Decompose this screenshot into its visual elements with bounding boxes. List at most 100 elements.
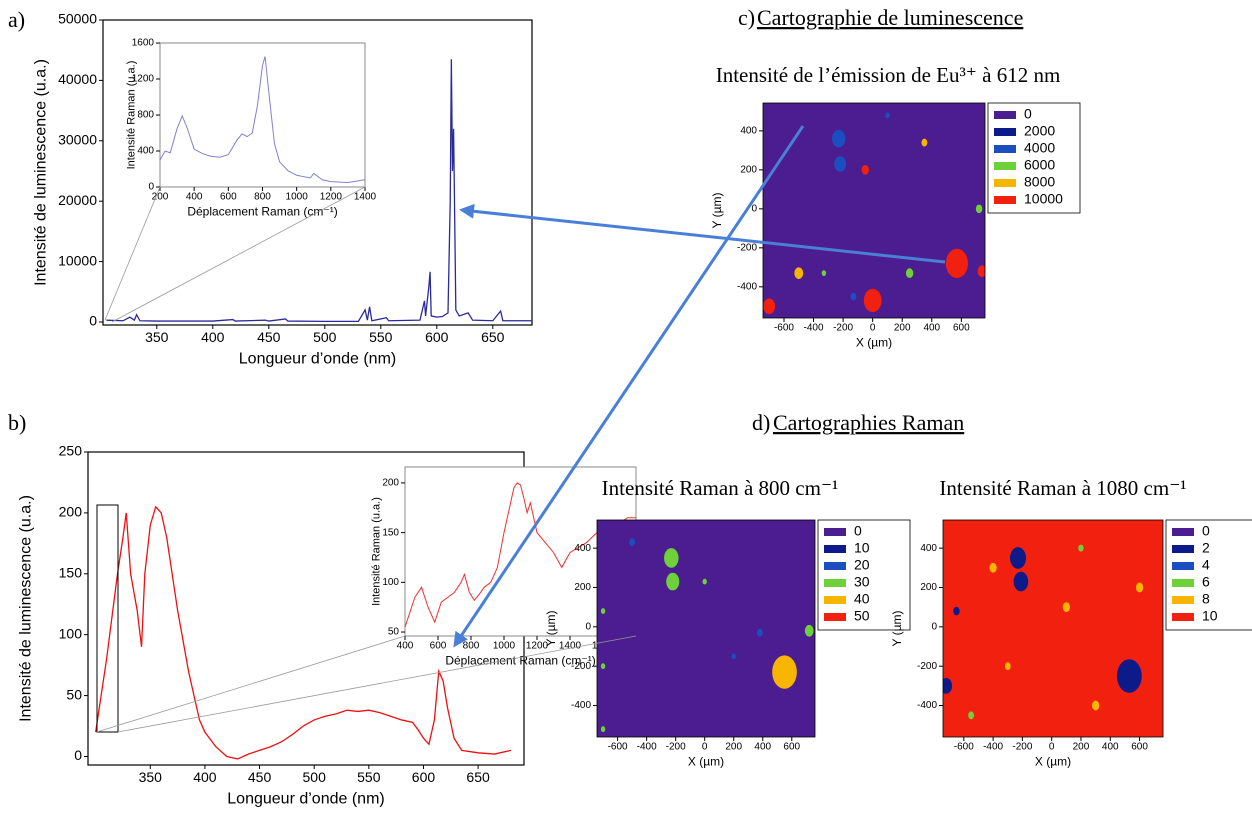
x-tick-label: 500 [313, 329, 337, 345]
map-spot [905, 268, 914, 279]
y-tick-label: 150 [382, 527, 399, 538]
map-spot [943, 677, 953, 694]
legend-swatch [824, 528, 846, 536]
map-spot [968, 711, 975, 720]
x-tick-label: -600 [608, 742, 628, 753]
map-spot [629, 538, 636, 547]
y-tick-label: 200 [920, 582, 937, 593]
legend-label: 10 [1202, 608, 1218, 624]
map-spot [989, 562, 997, 573]
x-tick-label: 400 [754, 742, 771, 753]
legend-swatch [824, 562, 846, 570]
map-title: Intensité de l’émission de Eu³⁺ à 612 nm [716, 63, 1061, 87]
y-tick-label: -400 [917, 700, 937, 711]
legend-swatch [1172, 579, 1194, 587]
legend-swatch [1172, 545, 1194, 553]
map-frame [762, 102, 986, 319]
map-spot [1013, 571, 1029, 592]
y-axis-label: Y (µm) [890, 610, 904, 646]
x-tick-label: 350 [145, 329, 169, 345]
x-tick-label: 0 [702, 742, 708, 753]
y-tick-label: 30000 [58, 131, 97, 147]
map-spot [834, 156, 847, 172]
map [597, 520, 815, 737]
y-tick-label: 150 [59, 564, 83, 580]
map-spot [921, 138, 928, 147]
map-spot [666, 572, 680, 591]
x-tick-label: 400 [186, 192, 203, 203]
legend-label: 30 [854, 574, 870, 590]
x-tick-label: 450 [248, 769, 272, 785]
y-tick-label: 200 [740, 164, 757, 175]
x-tick-label: 1000 [493, 641, 516, 652]
y-tick-label: 400 [574, 543, 591, 554]
legend-box [1165, 519, 1252, 631]
map-title: Intensité Raman à 800 cm⁻¹ [602, 476, 839, 500]
legend-swatch [824, 579, 846, 587]
y-tick-label: 10000 [58, 252, 97, 268]
connectors [96, 125, 946, 733]
x-tick-label: 600 [1131, 742, 1148, 753]
panel-label: a) [8, 7, 25, 32]
legend-label: 50 [854, 608, 870, 624]
legend-swatch [994, 111, 1016, 119]
legend-label: 4 [1202, 557, 1210, 573]
x-tick-label: 200 [1073, 742, 1090, 753]
map-spot [1135, 582, 1144, 593]
x-tick-label: -400 [637, 742, 657, 753]
map-spot [850, 292, 857, 301]
y-tick-label: 0 [89, 313, 97, 329]
zoom-line [96, 635, 406, 733]
map-spot [1116, 659, 1142, 693]
map-spot [1062, 602, 1070, 613]
zoom-line [104, 186, 161, 321]
legend-swatch [824, 613, 846, 621]
y-tick-label: 200 [382, 478, 399, 489]
spectrum-line [404, 482, 636, 628]
map-spot [731, 653, 736, 660]
legend-label: 20 [854, 557, 870, 573]
legend-swatch [994, 162, 1016, 170]
panel-label: b) [8, 410, 26, 435]
x-tick-label: 400 [193, 769, 217, 785]
map [943, 520, 1163, 737]
panel-label: c) [738, 5, 755, 30]
y-tick-label: 50000 [58, 11, 97, 27]
map-spot [702, 578, 707, 585]
x-tick-label: -600 [774, 323, 794, 334]
x-tick-label: -200 [666, 742, 686, 753]
spectrum-line [95, 505, 512, 760]
y-tick-label: 100 [382, 577, 399, 588]
y-tick-label: 40000 [58, 71, 97, 87]
y-axis-label: Y (µm) [544, 610, 558, 646]
y-tick-label: 50 [388, 627, 400, 638]
zoom-line [111, 186, 366, 323]
x-tick-label: 600 [430, 641, 447, 652]
y-tick-label: -200 [917, 661, 937, 672]
legend-swatch [1172, 613, 1194, 621]
x-tick-label: 600 [425, 329, 449, 345]
x-axis-label: X (µm) [856, 335, 892, 349]
x-tick-label: 0 [870, 323, 876, 334]
legend-swatch [994, 196, 1016, 204]
x-tick-label: 600 [220, 192, 237, 203]
x-tick-label: 350 [139, 769, 163, 785]
y-axis-label: Intensité de luminescence (u.a.) [33, 59, 50, 286]
map-spot [1091, 700, 1100, 711]
x-axis-label: Longueur d’onde (nm) [239, 351, 396, 368]
map-spot [600, 608, 606, 615]
x-tick-label: 1200 [526, 641, 549, 652]
map-spot [772, 655, 797, 689]
y-tick-label: -400 [737, 281, 757, 292]
x-tick-label: 650 [466, 769, 490, 785]
y-tick-label: 50 [66, 686, 82, 702]
x-tick-label: -200 [1012, 742, 1032, 753]
y-tick-label: 200 [574, 582, 591, 593]
x-tick-label: 0 [1049, 742, 1055, 753]
x-axis-label: X (µm) [688, 754, 724, 768]
map-spot [1009, 547, 1027, 569]
map-spot [821, 270, 827, 277]
x-tick-label: 450 [257, 329, 281, 345]
legend-label: 2 [1202, 540, 1210, 556]
legend-label: 0 [1024, 106, 1032, 122]
